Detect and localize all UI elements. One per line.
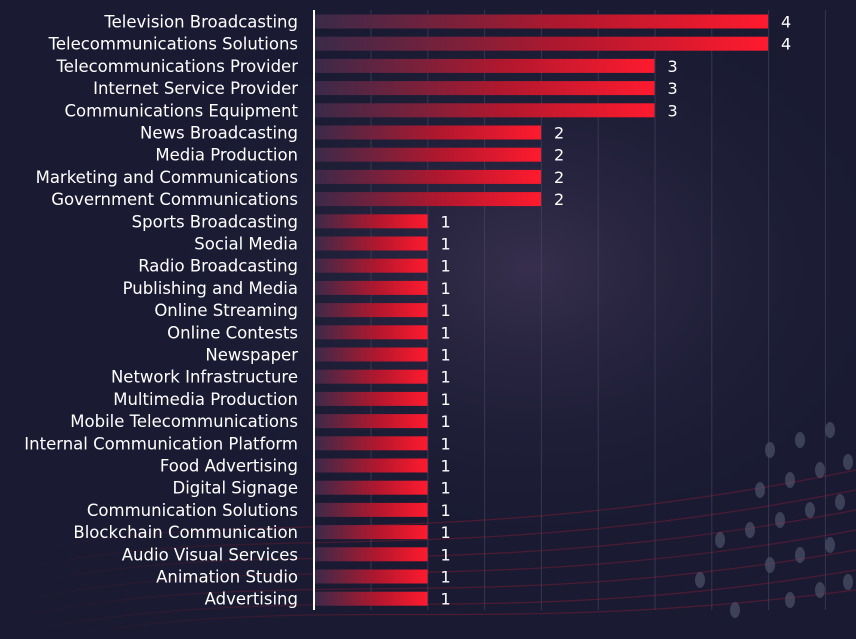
bar: [314, 81, 655, 96]
category-label: Media Production: [155, 146, 298, 165]
value-label: 1: [441, 412, 451, 431]
category-label: Multimedia Production: [113, 390, 298, 409]
category-label: Government Communications: [51, 190, 298, 209]
category-label: Digital Signage: [173, 479, 298, 498]
category-label: Communication Solutions: [87, 501, 298, 520]
category-label: Telecommunications Provider: [55, 57, 298, 76]
value-label: 1: [441, 457, 451, 476]
bar: [314, 192, 541, 207]
category-label: Network Infrastructure: [111, 368, 298, 387]
category-label: Food Advertising: [160, 457, 298, 476]
category-label: Animation Studio: [156, 568, 298, 587]
bar: [314, 103, 655, 118]
value-label: 1: [441, 257, 451, 276]
bar: [314, 36, 768, 51]
bar: [314, 458, 428, 473]
bar: [314, 480, 428, 495]
category-label: Telecommunications Solutions: [48, 35, 298, 54]
value-label: 4: [781, 13, 791, 32]
bar: [314, 569, 428, 584]
value-label: 1: [441, 279, 451, 298]
category-label: Social Media: [194, 235, 298, 254]
value-label: 2: [554, 190, 564, 209]
bar: [314, 369, 428, 384]
bar: [314, 14, 768, 29]
bar: [314, 214, 428, 229]
bar: [314, 591, 428, 606]
bar: [314, 125, 541, 140]
value-label: 4: [781, 35, 791, 54]
value-label: 3: [668, 79, 678, 98]
category-label: Communications Equipment: [65, 101, 299, 120]
bar: [314, 303, 428, 318]
value-label: 1: [441, 523, 451, 542]
bar: [314, 236, 428, 251]
bar: [314, 147, 541, 162]
value-label: 1: [441, 545, 451, 564]
gridlines: [370, 10, 826, 610]
bar: [314, 502, 428, 517]
bar: [314, 325, 428, 340]
value-label: 1: [441, 434, 451, 453]
bar: [314, 280, 428, 295]
category-label: Online Contests: [167, 323, 298, 342]
category-label: Advertising: [205, 590, 298, 609]
category-label: Internal Communication Platform: [24, 434, 298, 453]
value-label: 1: [441, 390, 451, 409]
category-label: Publishing and Media: [123, 279, 298, 298]
value-label: 1: [441, 212, 451, 231]
category-label: Marketing and Communications: [36, 168, 298, 187]
bar: [314, 547, 428, 562]
value-labels: 4 4 3 3 3 2 2 2 2 1 1 1 1 1 1 1 1 1 1 1 1 1 1 1 1 1 1: [441, 13, 792, 609]
category-label: Sports Broadcasting: [132, 212, 298, 231]
value-label: 1: [441, 501, 451, 520]
bar: [314, 436, 428, 451]
category-label: Audio Visual Services: [122, 545, 298, 564]
category-label: Internet Service Provider: [93, 79, 298, 98]
category-label: Online Streaming: [154, 301, 298, 320]
category-label: Newspaper: [205, 346, 298, 365]
value-label: 1: [441, 568, 451, 587]
bar: [314, 258, 428, 273]
value-label: 1: [441, 479, 451, 498]
category-label: Mobile Telecommunications: [70, 412, 298, 431]
value-label: 2: [554, 168, 564, 187]
bar: [314, 347, 428, 362]
value-label: 1: [441, 346, 451, 365]
bar: [314, 169, 541, 184]
category-label: Radio Broadcasting: [138, 257, 298, 276]
value-label: 1: [441, 323, 451, 342]
value-label: 2: [554, 146, 564, 165]
bar: [314, 391, 428, 406]
bar: [314, 414, 428, 429]
value-label: 1: [441, 368, 451, 387]
category-label: Blockchain Communication: [73, 523, 298, 542]
value-label: 2: [554, 124, 564, 143]
value-label: 1: [441, 301, 451, 320]
bar: [314, 525, 428, 540]
bars: [314, 14, 768, 606]
value-label: 1: [441, 235, 451, 254]
bar: [314, 58, 655, 73]
category-labels: Television Broadcasting Telecommunication…: [24, 13, 298, 609]
category-label: Television Broadcasting: [103, 13, 298, 32]
value-label: 3: [668, 57, 678, 76]
category-label: News Broadcasting: [140, 124, 298, 143]
value-label: 3: [668, 101, 678, 120]
value-label: 1: [441, 590, 451, 609]
